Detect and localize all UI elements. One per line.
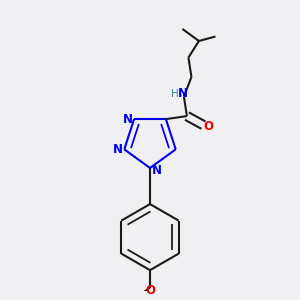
Text: H: H bbox=[171, 88, 179, 99]
Text: N: N bbox=[122, 112, 133, 126]
Text: N: N bbox=[177, 87, 188, 100]
Text: N: N bbox=[113, 143, 123, 156]
Text: N: N bbox=[152, 164, 162, 177]
Text: O: O bbox=[145, 284, 155, 297]
Text: O: O bbox=[204, 120, 214, 133]
